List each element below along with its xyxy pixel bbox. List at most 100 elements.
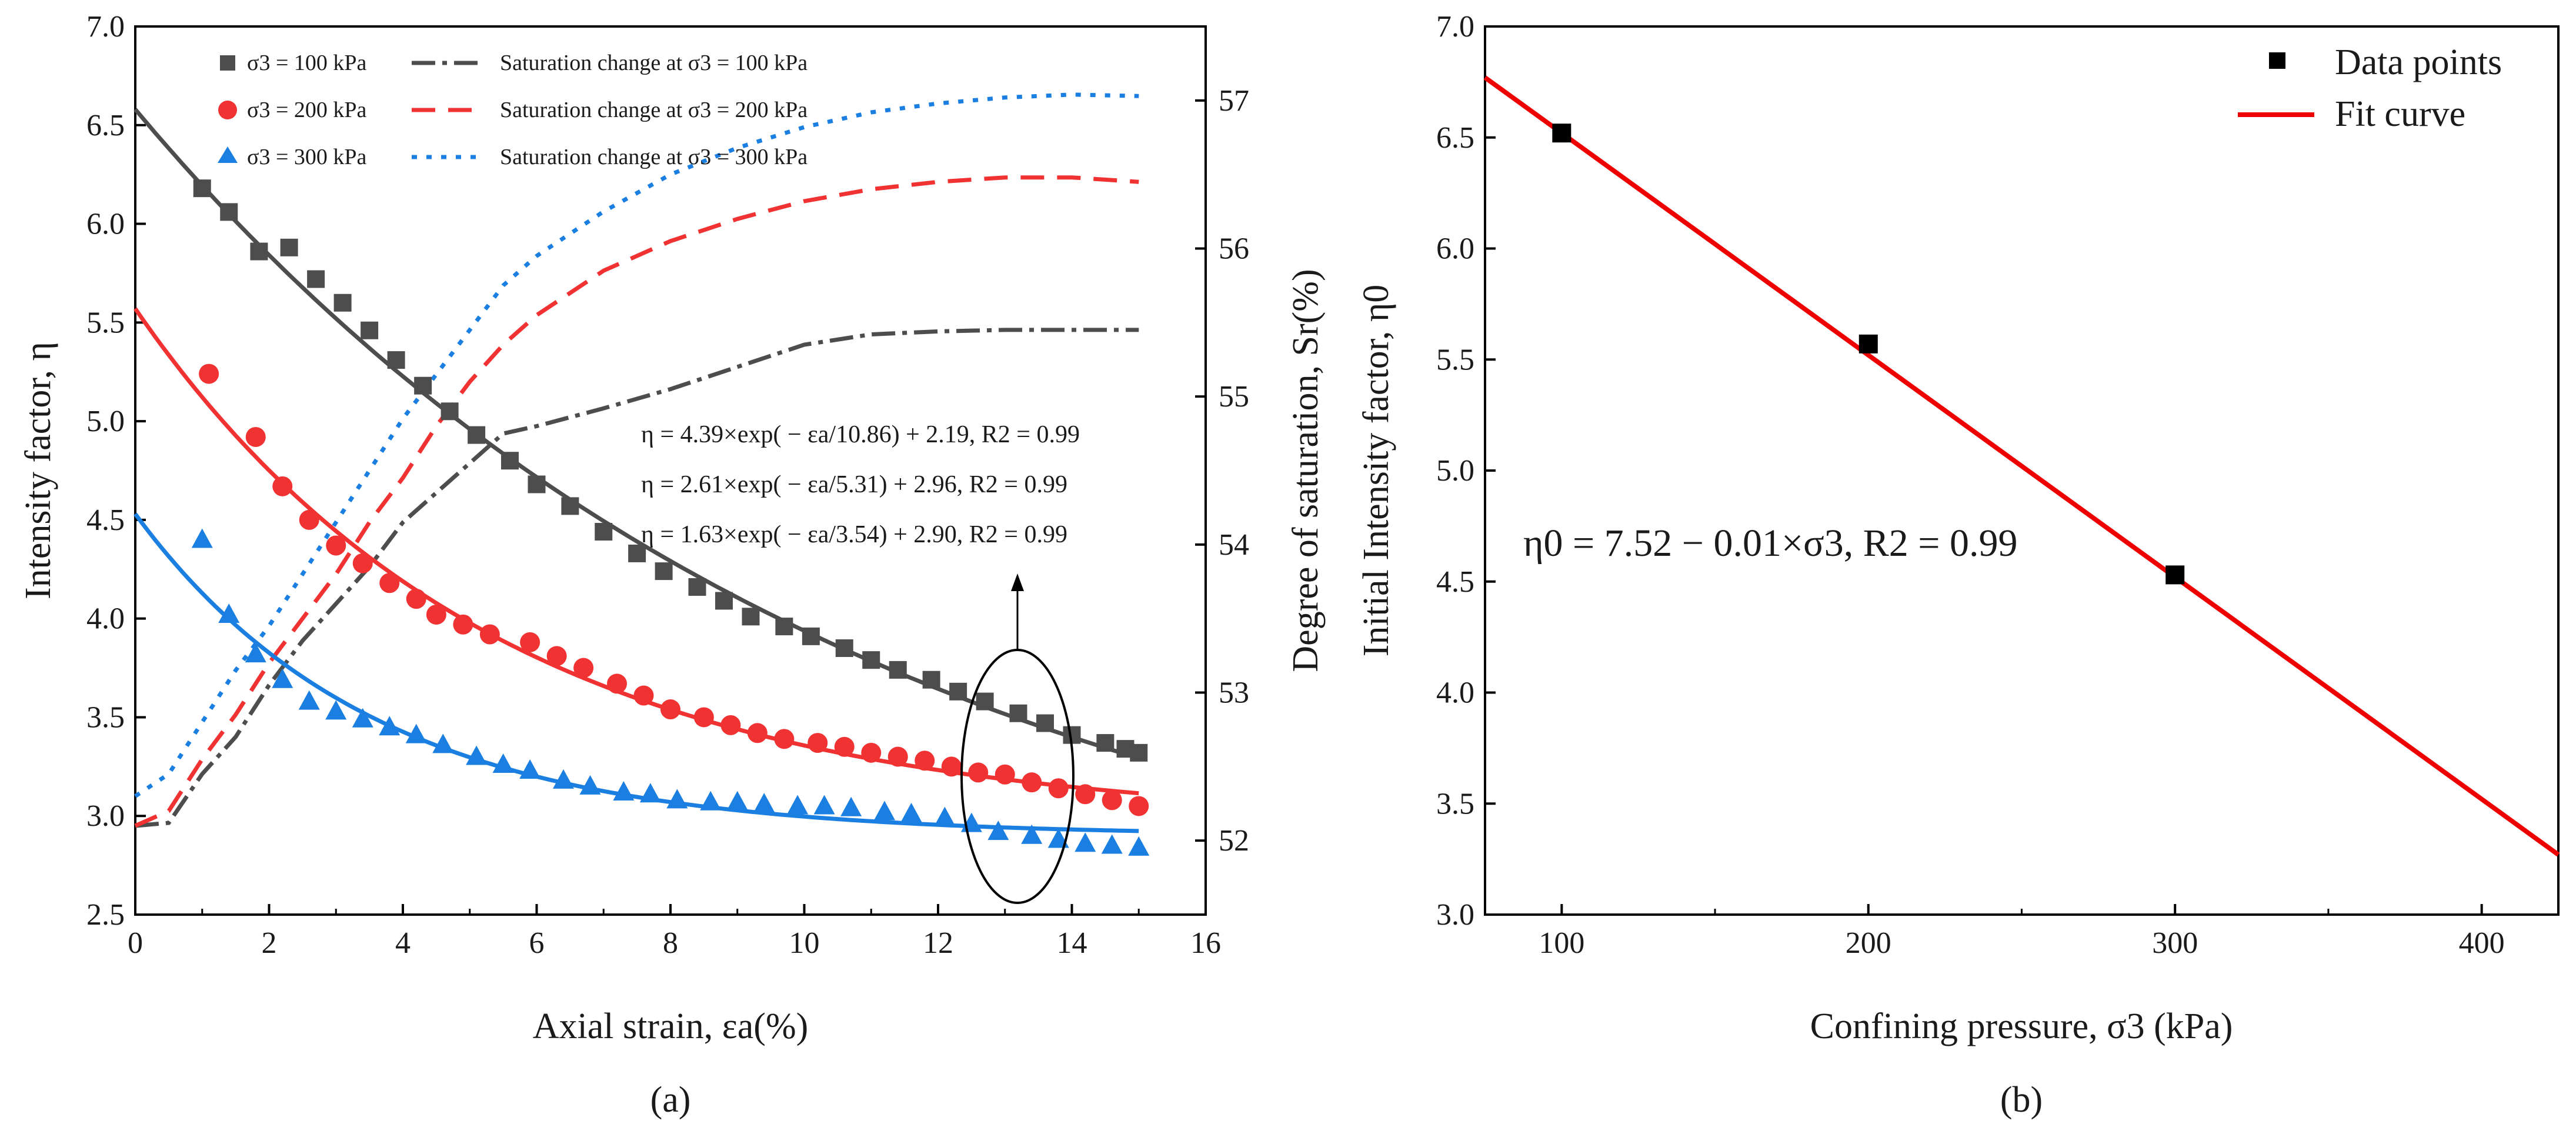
a-x-tick-label: 12 (923, 926, 953, 960)
b-legend: Data points Fit curve (2238, 42, 2502, 134)
data-point-triangle (379, 716, 401, 736)
data-point-circle (406, 589, 426, 609)
b-y-tick-label: 5.0 (1436, 454, 1474, 488)
data-point-circle (968, 762, 989, 783)
plot-frame-b (1484, 25, 2560, 916)
a-legend: σ3 = 100 kPa Saturation change at σ3 = 1… (218, 51, 807, 169)
a-x-tick-label: 16 (1190, 926, 1221, 960)
a-y-tick-label: 3.5 (86, 701, 125, 734)
legend-marker-data-points (2269, 52, 2285, 69)
data-point-square (1009, 704, 1027, 722)
data-point-square (2165, 565, 2185, 585)
data-point-square (976, 692, 994, 711)
data-point-square (835, 639, 853, 657)
b-y-tick-label: 7.0 (1436, 10, 1474, 44)
data-point-circle (326, 535, 346, 556)
a-data-markers (191, 179, 1150, 856)
data-point-triangle (298, 690, 320, 710)
a-y-tick-label: 2.5 (86, 898, 125, 932)
data-point-triangle (579, 775, 601, 795)
b-x-tick-label: 100 (1539, 926, 1584, 960)
equation-300: η = 1.63×exp( − εa/3.54) + 2.90, R2 = 0.… (641, 521, 1067, 548)
b-y-tick-label: 6.0 (1436, 232, 1474, 266)
a-y-axis-ticks: 2.5 3.0 3.5 4.0 4.5 5.0 5.5 6.0 6.5 7.0 (86, 10, 146, 932)
data-point-circle (1022, 772, 1042, 793)
a-x-axis-ticks: 0 2 4 6 8 10 12 14 16 (128, 904, 1221, 960)
a-y-tick-label: 4.5 (86, 503, 125, 537)
data-point-square (441, 402, 459, 421)
data-point-circle (807, 733, 828, 753)
data-point-square (333, 293, 352, 312)
a-y-tick-label: 4.0 (86, 602, 125, 636)
a-x-tick-label: 2 (262, 926, 277, 960)
a-y-tick-label: 6.0 (86, 208, 125, 241)
data-point-triangle (218, 603, 240, 623)
data-point-circle (272, 476, 293, 496)
a-y-axis-label: Intensity factor, η (18, 342, 58, 599)
legend-label-sat-200: Saturation change at σ3 = 200 kPa (500, 98, 807, 122)
a-y2-tick-label: 53 (1219, 676, 1249, 710)
data-point-triangle (1021, 824, 1043, 844)
data-point-square (655, 562, 673, 581)
a-fit-curves (134, 108, 1140, 833)
data-point-circle (426, 604, 446, 625)
data-point-triangle (753, 793, 775, 813)
data-point-triangle (900, 802, 922, 822)
data-point-square (1096, 734, 1115, 752)
legend-label-fit: Fit curve (2335, 94, 2465, 134)
a-y2-axis-label: Degree of saturation, Sr(%) (1286, 269, 1326, 672)
data-point-circle (245, 426, 266, 447)
b-y-tick-label: 4.5 (1436, 565, 1474, 599)
data-point-circle (834, 736, 855, 757)
data-point-square (414, 376, 432, 395)
data-point-square (595, 523, 613, 541)
data-point-circle (941, 756, 962, 777)
data-point-square (922, 671, 940, 689)
panel-b: 100 200 300 400 3.0 3.5 4.0 4.5 5.0 5.5 6.0 6.5 7.0… (1356, 10, 2560, 1120)
data-point-square (561, 497, 579, 515)
data-point-square (1036, 714, 1054, 732)
data-point-triangle (934, 806, 956, 826)
data-point-triangle (245, 643, 266, 663)
data-point-circle (774, 729, 795, 749)
a-x-tick-label: 6 (529, 926, 545, 960)
data-point-square (307, 270, 325, 288)
a-y-tick-label: 5.5 (86, 306, 125, 339)
fit-line (1483, 75, 2560, 857)
data-point-square (949, 682, 967, 701)
data-point-triangle (492, 753, 514, 773)
legend-label-300: σ3 = 300 kPa (247, 145, 367, 169)
a-x-tick-label: 8 (663, 926, 678, 960)
b-y-tick-label: 6.5 (1436, 121, 1474, 155)
data-point-triangle (432, 733, 454, 753)
data-point-square (802, 627, 820, 645)
data-point-circle (633, 685, 654, 706)
data-point-circle (520, 632, 540, 652)
data-point-square (387, 351, 405, 369)
data-point-circle (1129, 796, 1149, 816)
a-y-tick-label: 6.5 (86, 109, 125, 142)
data-point-triangle (666, 789, 688, 809)
b-panel-label: (b) (2000, 1080, 2043, 1120)
a-y-tick-label: 7.0 (86, 10, 125, 44)
equation-100: η = 4.39×exp( − εa/10.86) + 2.19, R2 = 0… (641, 421, 1080, 448)
b-y-axis-ticks: 3.0 3.5 4.0 4.5 5.0 5.5 6.0 6.5 7.0 (1436, 10, 1496, 932)
data-point-square (1858, 334, 1878, 353)
equation-200: η = 2.61×exp( − εa/5.31) + 2.96, R2 = 0.… (641, 471, 1067, 498)
a-x-tick-label: 4 (395, 926, 411, 960)
data-point-triangle (1101, 834, 1123, 854)
b-y-axis-label: Initial Intensity factor, η0 (1356, 285, 1396, 657)
data-point-circle (453, 614, 473, 635)
data-point-circle (479, 624, 500, 645)
a-y2-tick-label: 56 (1219, 232, 1249, 266)
a-y2-tick-label: 52 (1219, 824, 1249, 858)
b-data-markers (1552, 124, 2185, 585)
data-point-square (280, 238, 298, 256)
a-x-axis-label: Axial strain, εa(%) (533, 1006, 808, 1046)
data-point-triangle (613, 781, 635, 801)
data-point-circle (887, 746, 908, 767)
data-point-square (1130, 743, 1148, 762)
data-point-triangle (874, 801, 895, 821)
b-x-axis-ticks: 100 200 300 400 (1539, 904, 2505, 960)
data-point-circle (199, 363, 219, 384)
